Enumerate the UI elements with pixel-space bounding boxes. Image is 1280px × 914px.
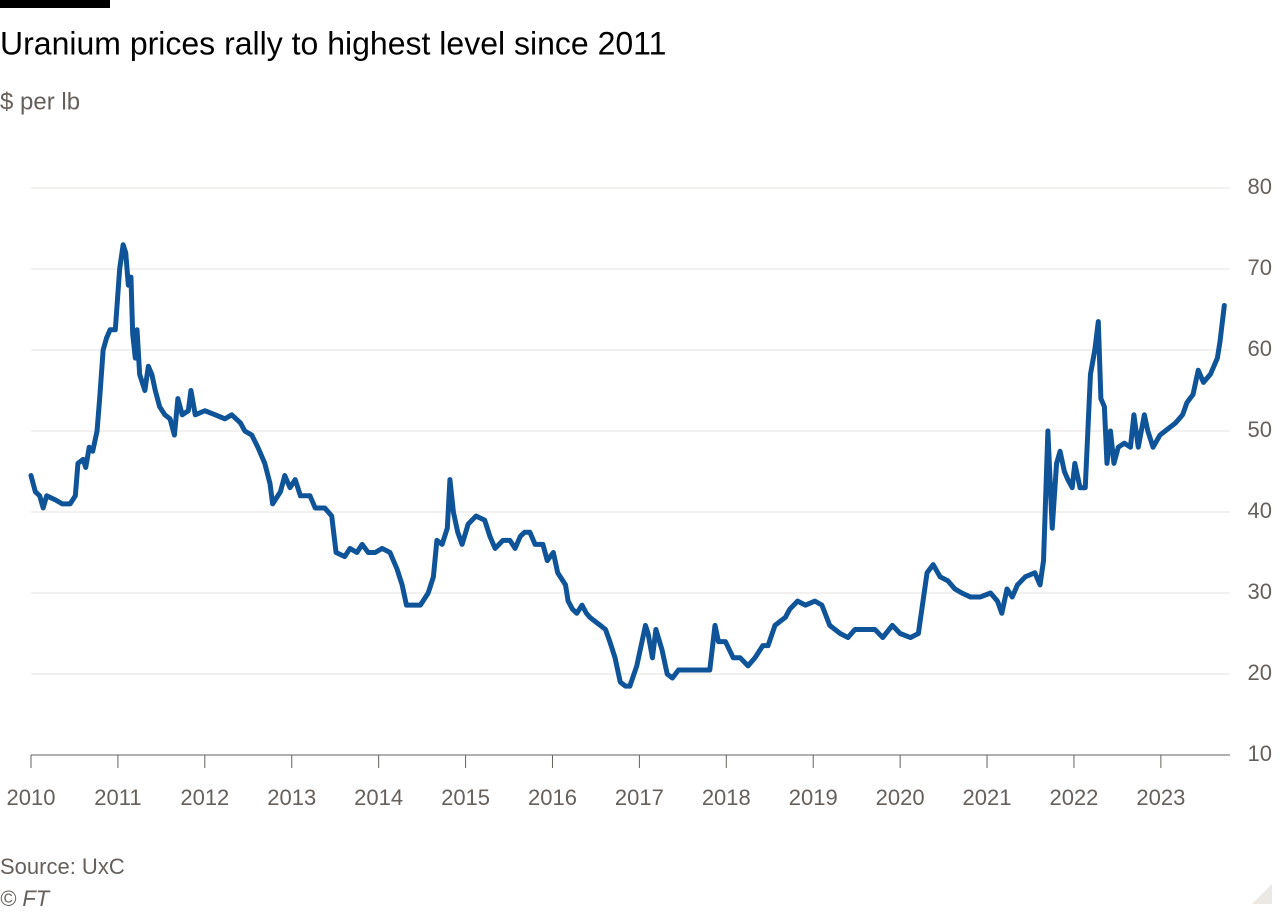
y-tick-label: 80	[1248, 174, 1272, 199]
y-tick-label: 30	[1248, 579, 1272, 604]
x-tick-label: 2022	[1049, 785, 1098, 810]
x-tick-label: 2021	[963, 785, 1012, 810]
y-tick-label: 50	[1248, 417, 1272, 442]
x-tick-label: 2014	[354, 785, 403, 810]
y-tick-label: 70	[1248, 255, 1272, 280]
x-tick-label: 2013	[267, 785, 316, 810]
x-tick-label: 2020	[876, 785, 925, 810]
x-tick-label: 2017	[615, 785, 664, 810]
chart-subtitle: $ per lb	[0, 88, 80, 115]
x-tick-label: 2012	[180, 785, 229, 810]
x-tick-label: 2023	[1136, 785, 1185, 810]
source: Source: UxC	[0, 854, 125, 879]
y-tick-label: 40	[1248, 498, 1272, 523]
x-tick-label: 2015	[441, 785, 490, 810]
y-tick-label: 20	[1248, 660, 1272, 685]
brand-bar	[0, 0, 110, 8]
x-tick-label: 2018	[702, 785, 751, 810]
x-tick-label: 2011	[94, 785, 141, 810]
y-tick-label: 10	[1248, 741, 1272, 766]
x-tick-label: 2019	[789, 785, 838, 810]
credit: © FT	[0, 886, 51, 911]
y-tick-label: 60	[1248, 336, 1272, 361]
x-tick-label: 2010	[7, 785, 56, 810]
corner-mark	[1252, 884, 1272, 904]
x-tick-label: 2016	[528, 785, 577, 810]
chart-title: Uranium prices rally to highest level si…	[0, 25, 666, 61]
price-line	[28, 242, 1227, 689]
